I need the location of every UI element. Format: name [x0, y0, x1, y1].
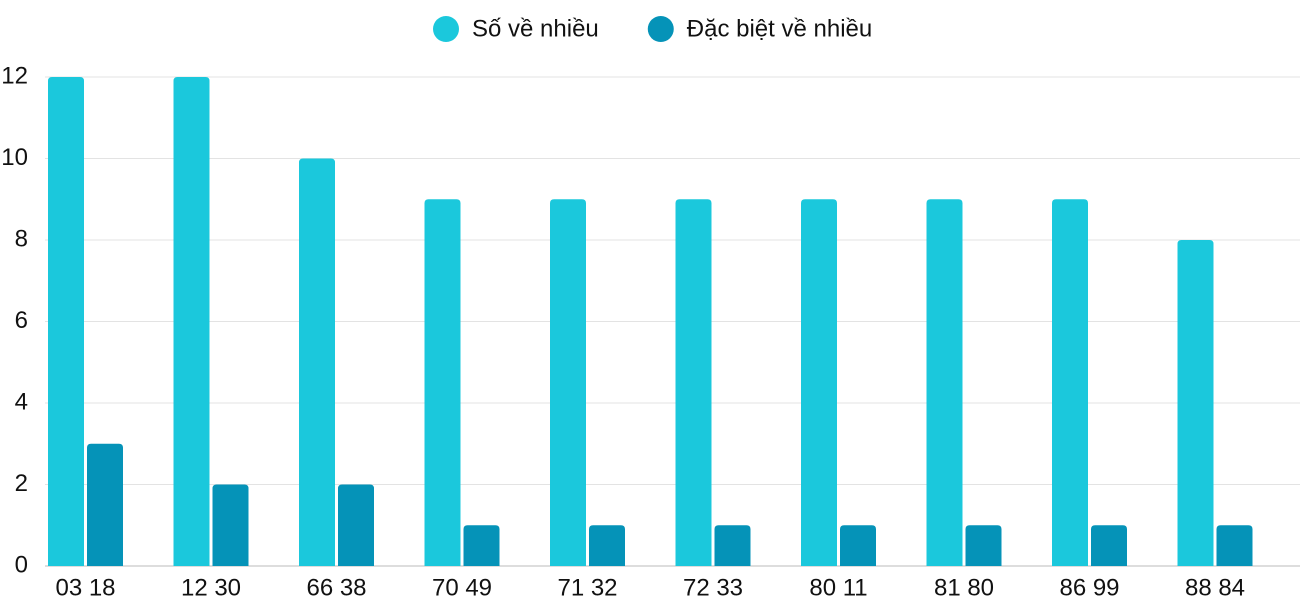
- bar: [801, 199, 837, 566]
- bar: [463, 525, 500, 566]
- x-tick-label: 86 99: [1059, 574, 1119, 600]
- bar: [1216, 525, 1253, 566]
- bar: [1177, 240, 1214, 566]
- x-tick-label: 03 18: [55, 574, 115, 600]
- bar: [714, 525, 751, 566]
- y-tick-label: 2: [15, 470, 28, 497]
- bar: [675, 199, 712, 566]
- bar: [840, 525, 876, 566]
- y-tick-label: 6: [15, 307, 28, 334]
- bar: [1052, 199, 1088, 566]
- x-tick-label: 12 30: [181, 574, 241, 600]
- bar: [212, 484, 249, 566]
- legend-label: Đặc biệt về nhiều: [687, 15, 872, 42]
- legend-swatch: [647, 16, 674, 42]
- bar: [338, 484, 374, 566]
- x-tick-label: 72 33: [683, 574, 743, 600]
- y-tick-label: 0: [15, 551, 28, 578]
- legend-label: Số về nhiều: [472, 15, 599, 42]
- x-tick-label: 80 11: [809, 574, 867, 600]
- y-tick-label: 10: [1, 144, 28, 171]
- y-tick-label: 4: [15, 388, 28, 415]
- bar: [87, 443, 123, 566]
- x-tick-label: 88 84: [1185, 574, 1245, 600]
- x-tick-label: 70 49: [432, 574, 492, 600]
- bar: [550, 199, 586, 566]
- bar: [926, 199, 963, 566]
- bar: [48, 77, 84, 566]
- bar: [424, 199, 461, 566]
- x-tick-label: 71 32: [557, 574, 617, 600]
- x-tick-label: 81 80: [934, 574, 994, 600]
- y-tick-label: 12: [1, 62, 28, 89]
- bar: [173, 77, 210, 566]
- bar: [1091, 525, 1127, 566]
- legend-swatch: [433, 16, 459, 42]
- bar: [589, 525, 625, 566]
- bar: [965, 525, 1002, 566]
- x-tick-label: 66 38: [306, 574, 366, 600]
- bar: [299, 158, 335, 566]
- y-tick-label: 8: [15, 225, 28, 252]
